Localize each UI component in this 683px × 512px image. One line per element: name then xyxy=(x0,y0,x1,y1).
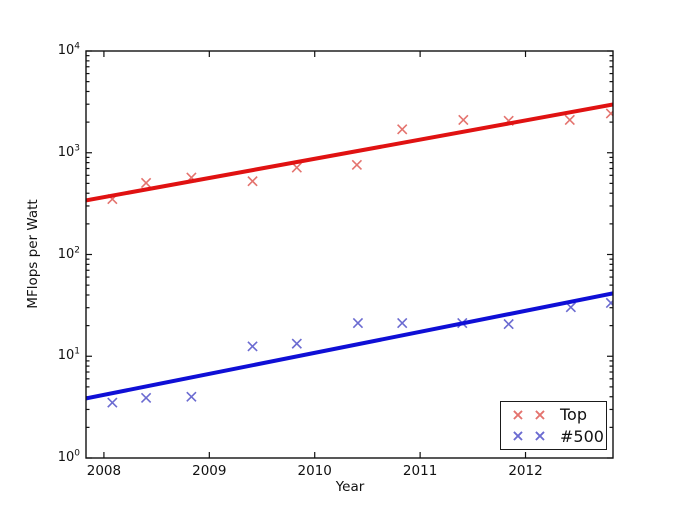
scatter-points-top xyxy=(107,108,613,205)
x-tick-label: 2012 xyxy=(508,463,543,479)
fit-line-top xyxy=(86,102,613,203)
data-point-marker xyxy=(458,114,469,126)
data-point-marker xyxy=(107,397,118,408)
x-tick-label: 2008 xyxy=(86,463,122,479)
data-point-marker xyxy=(351,159,363,171)
legend: × × Top × × #500 xyxy=(500,401,607,450)
data-point-marker xyxy=(291,338,302,349)
x-marker-icon: × xyxy=(511,404,525,424)
data-point-marker xyxy=(397,124,408,135)
legend-label-top: Top xyxy=(560,405,587,425)
y-tick-label: 104 xyxy=(57,41,80,58)
data-point-marker xyxy=(397,317,408,329)
data-point-marker xyxy=(503,318,514,330)
data-point-marker xyxy=(186,391,197,402)
legend-entry-500: × × #500 xyxy=(501,426,606,448)
x-marker-icon: × xyxy=(511,426,525,446)
x-marker-icon: × xyxy=(533,426,547,446)
y-tick-label: 102 xyxy=(57,245,80,262)
data-point-marker xyxy=(247,176,258,187)
data-point-marker xyxy=(605,108,613,119)
data-point-marker xyxy=(247,341,258,352)
scatter-points-500 xyxy=(107,297,613,408)
legend-entry-top: × × Top xyxy=(501,404,606,426)
data-point-marker xyxy=(564,114,575,126)
data-point-marker xyxy=(140,177,152,189)
y-tick-label: 103 xyxy=(57,143,80,160)
fit-line-500 xyxy=(86,291,613,401)
x-axis-label: Year xyxy=(335,479,365,495)
plot-area xyxy=(86,102,613,408)
x-tick-label: 2010 xyxy=(297,463,332,479)
data-point-marker xyxy=(605,297,613,309)
data-point-marker xyxy=(352,317,364,329)
axes-frame xyxy=(85,50,614,459)
x-tick-label: 2011 xyxy=(402,463,438,479)
y-tick-label: 100 xyxy=(57,448,80,465)
x-tick-label: 2009 xyxy=(192,463,227,479)
y-tick-label: 101 xyxy=(57,346,80,364)
axis-ticks xyxy=(86,50,613,459)
legend-label-500: #500 xyxy=(560,426,604,446)
x-marker-icon: × xyxy=(533,404,547,424)
data-point-marker xyxy=(140,392,152,404)
